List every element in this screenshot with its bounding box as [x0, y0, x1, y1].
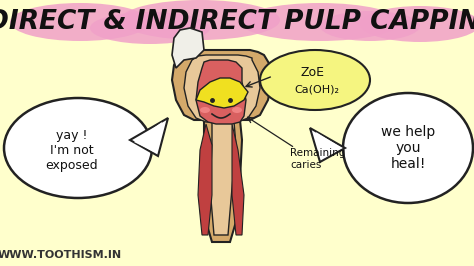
Text: DIRECT & INDIRECT PULP CAPPING: DIRECT & INDIRECT PULP CAPPING [0, 9, 474, 35]
Text: Remaining
caries: Remaining caries [290, 148, 346, 170]
Text: WWW.TOOTHISM.IN: WWW.TOOTHISM.IN [0, 250, 122, 260]
Polygon shape [310, 128, 345, 162]
Ellipse shape [240, 3, 400, 41]
Polygon shape [134, 122, 162, 152]
Text: yay !
I'm not
exposed: yay ! I'm not exposed [46, 128, 98, 172]
Ellipse shape [360, 6, 474, 42]
Ellipse shape [90, 12, 210, 44]
Text: Ca(OH)₂: Ca(OH)₂ [294, 85, 339, 95]
Ellipse shape [260, 50, 370, 110]
Polygon shape [316, 132, 342, 158]
Polygon shape [184, 55, 260, 235]
Ellipse shape [200, 107, 210, 113]
Text: we help
you
heal!: we help you heal! [381, 125, 435, 171]
Polygon shape [232, 124, 244, 235]
Text: ZoE: ZoE [301, 65, 325, 78]
Ellipse shape [232, 107, 242, 113]
Polygon shape [172, 28, 204, 68]
Ellipse shape [120, 0, 280, 40]
Polygon shape [196, 60, 246, 124]
Ellipse shape [343, 93, 473, 203]
Polygon shape [130, 118, 168, 156]
Ellipse shape [320, 11, 420, 41]
Polygon shape [198, 124, 212, 235]
Polygon shape [172, 50, 272, 242]
Ellipse shape [4, 98, 152, 198]
Ellipse shape [10, 3, 150, 41]
Polygon shape [196, 78, 248, 108]
